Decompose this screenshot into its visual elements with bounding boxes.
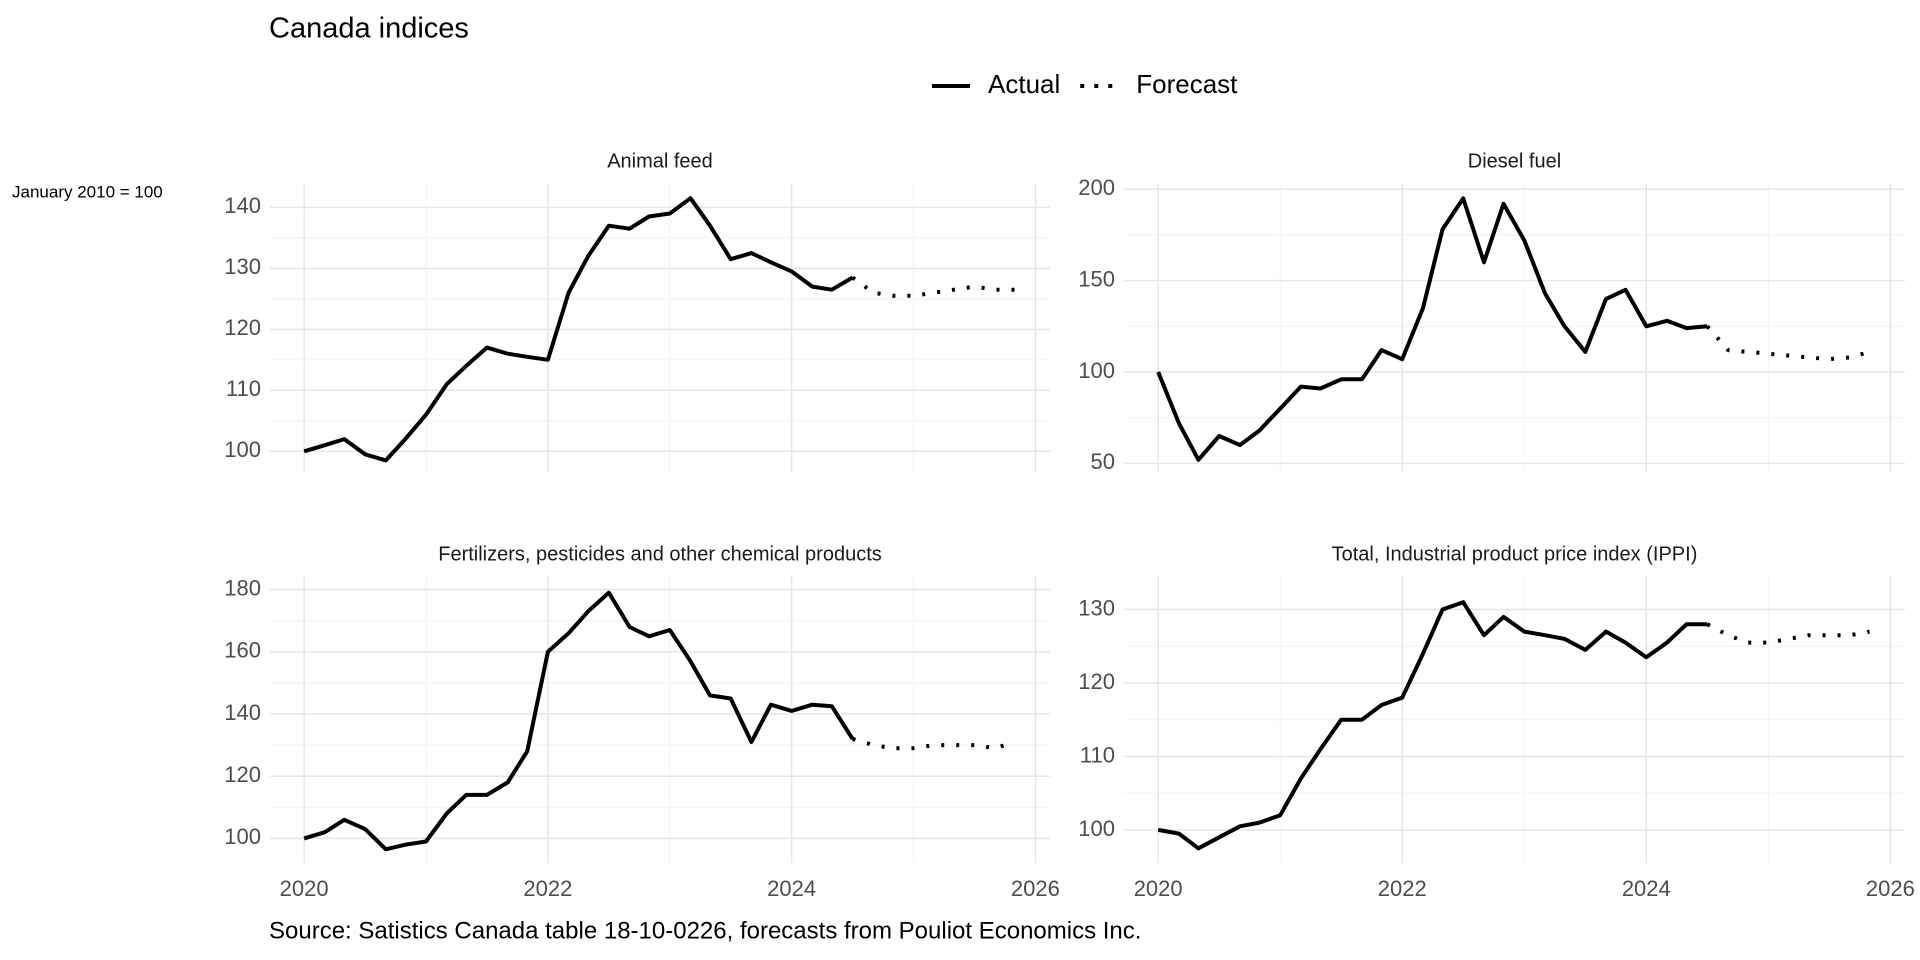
x-tick-label: 2024 <box>767 876 816 901</box>
panel-title: Fertilizers, pesticides and other chemic… <box>438 543 882 565</box>
panel-title: Total, Industrial product price index (I… <box>1332 543 1698 565</box>
caption: Source: Satistics Canada table 18-10-022… <box>269 917 1141 944</box>
legend-label: Actual <box>988 69 1060 99</box>
y-tick-label: 110 <box>1080 742 1115 767</box>
y-tick-label: 200 <box>1078 175 1115 200</box>
y-tick-label: 160 <box>224 638 261 663</box>
series-line <box>1157 600 1708 851</box>
x-tick-label: 2024 <box>1622 876 1671 901</box>
x-tick-label: 2020 <box>1134 876 1183 901</box>
chart-title: Canada indices <box>269 13 469 45</box>
y-tick-label: 100 <box>1078 358 1115 383</box>
x-tick-label: 2026 <box>1011 876 1060 901</box>
y-tick-label: 120 <box>224 315 261 340</box>
x-tick-label: 2022 <box>523 876 572 901</box>
y-tick-label: 120 <box>224 762 261 787</box>
y-tick-label: 110 <box>226 376 261 401</box>
series-line <box>303 590 855 852</box>
y-tick-label: 100 <box>1078 816 1115 841</box>
panel-title: Animal feed <box>607 150 713 172</box>
series-line <box>1156 196 1708 462</box>
y-tick-label: 120 <box>1078 669 1115 694</box>
y-tick-label: 130 <box>1078 595 1115 620</box>
series-line <box>851 275 1015 298</box>
y-tick-label: 130 <box>224 254 261 279</box>
y-tick-label: 140 <box>224 193 261 218</box>
series-line <box>852 736 1016 751</box>
y-tick-label: 150 <box>1078 266 1115 291</box>
series-line <box>1706 622 1870 645</box>
series-line <box>303 196 854 463</box>
series-line <box>1705 324 1871 362</box>
y-tick-label: 140 <box>224 700 261 725</box>
x-tick-label: 2020 <box>280 876 329 901</box>
y-tick-label: 180 <box>224 575 261 600</box>
y-tick-label: 100 <box>224 824 261 849</box>
panel-title: Diesel fuel <box>1468 150 1561 172</box>
x-tick-label: 2026 <box>1866 876 1915 901</box>
legend-label: Forecast <box>1136 69 1238 99</box>
y-tick-label: 50 <box>1091 449 1115 474</box>
y-axis-label: January 2010 = 100 <box>12 182 163 201</box>
x-tick-label: 2022 <box>1378 876 1427 901</box>
legend: Actual Forecast <box>932 69 1238 99</box>
y-tick-label: 100 <box>224 437 261 462</box>
